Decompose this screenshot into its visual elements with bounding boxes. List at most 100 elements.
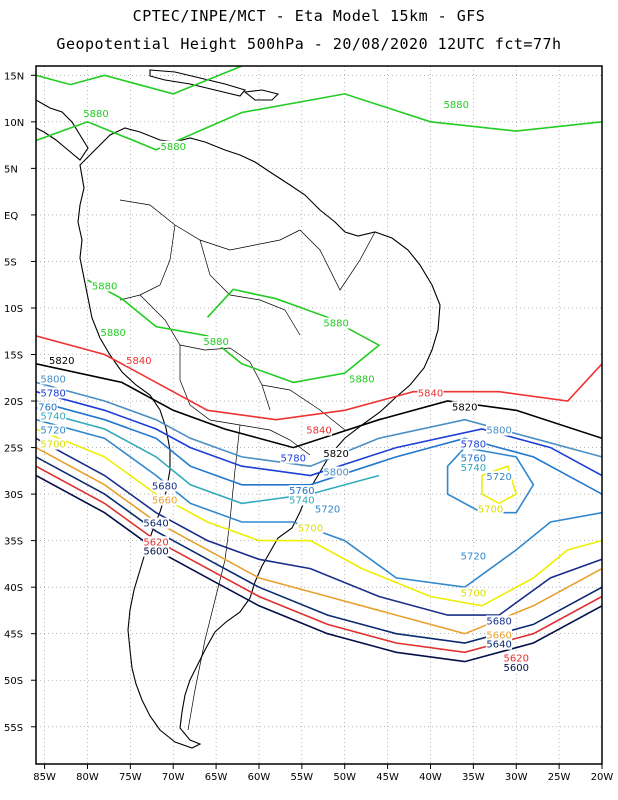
contour-label: 5640 [486, 640, 511, 651]
contour-label-bg [451, 66, 478, 68]
isoline-5820 [36, 363, 602, 449]
contour-label-bg [160, 140, 187, 152]
isoline-5880 [36, 66, 243, 95]
contour-label: 5760 [32, 402, 57, 413]
contour-label-bg [460, 550, 487, 562]
contour-label-bg [486, 471, 513, 483]
lat-tick-label: 5N [4, 164, 18, 175]
contour-label-bg [460, 461, 487, 473]
contour-label: 5740 [40, 412, 65, 423]
contour-label-bg [151, 480, 178, 492]
contour-label-bg [48, 354, 75, 366]
lat-tick-label: 50S [4, 676, 23, 687]
contour-label-bg [460, 438, 487, 450]
contour-label-bg [203, 336, 230, 348]
contour-label-bg [451, 401, 478, 413]
lat-tick-label: 15S [4, 351, 23, 362]
contour-label: 5700 [298, 523, 323, 534]
contour-label: 5600 [504, 663, 529, 674]
contour-label-bg [486, 629, 513, 641]
contour-label-bg [486, 638, 513, 650]
contour-label-bg [477, 503, 504, 515]
contour-label: 5680 [152, 481, 177, 492]
isoline-5800 [36, 381, 602, 468]
lon-tick-label: 35W [462, 772, 485, 783]
isoline-5680 [36, 437, 602, 616]
contour-label-bg [314, 503, 341, 515]
contour-label-bg [297, 522, 324, 534]
isoline-5760 [36, 400, 602, 495]
contour-label: 5880 [203, 337, 228, 348]
contour-label: 5880 [83, 109, 108, 120]
lat-tick-label: 5S [4, 257, 17, 268]
lon-tick-label: 85W [33, 772, 56, 783]
lat-tick-label: 45S [4, 630, 23, 641]
hispaniola-coast [243, 89, 280, 101]
isoline-5880 [87, 279, 381, 384]
central-america-coast [36, 99, 89, 161]
contour-label: 5720 [461, 551, 486, 562]
lon-tick-label: 60W [248, 772, 271, 783]
isoline-5880 [36, 93, 602, 151]
contour-label-bg [417, 387, 444, 399]
contour-label: 5720 [486, 472, 511, 483]
isoline-5720 [36, 418, 602, 589]
contour-label-bg [143, 536, 170, 548]
lon-tick-label: 65W [205, 772, 228, 783]
contour-label-bg [91, 280, 118, 292]
contour-label: 5700 [461, 588, 486, 599]
contour-label-bg [151, 494, 178, 506]
contour-label: 5820 [323, 449, 348, 460]
contour-label-bg [288, 485, 315, 497]
cuba-coast [149, 69, 246, 97]
isoline-5700 [481, 465, 518, 505]
contour-label: 5880 [100, 328, 125, 339]
contour-label-bg [443, 98, 470, 110]
contour-label: 5800 [40, 374, 65, 385]
isoline-5600 [36, 474, 602, 663]
contour-label: 5740 [289, 495, 314, 506]
contour-label-bg [348, 373, 375, 385]
contour-label-bg [143, 517, 170, 529]
contour-label: 5600 [143, 547, 168, 558]
lat-tick-label: 20S [4, 397, 23, 408]
contour-label: 5880 [452, 58, 477, 69]
contour-label-bg [503, 652, 530, 664]
contour-label-bg [83, 108, 110, 120]
contour-label: 5620 [143, 537, 168, 548]
contour-label-bg [40, 438, 67, 450]
contour-label: 5660 [152, 495, 177, 506]
contour-label: 5840 [126, 356, 151, 367]
title-line-2: Geopotential Height 500hPa - 20/08/2020 … [56, 35, 562, 53]
contour-label-bg [503, 661, 530, 673]
contour-label: 5780 [461, 440, 486, 451]
title-line-1: CPTEC/INPE/MCT - Eta Model 15km - GFS [132, 7, 486, 25]
contour-label: 5620 [504, 654, 529, 665]
contour-label: 5780 [40, 388, 65, 399]
contour-label: 5780 [281, 454, 306, 465]
contour-label-bg [323, 317, 350, 329]
contour-label-bg [486, 424, 513, 436]
country-borders [119, 199, 376, 731]
lon-tick-label: 40W [419, 772, 442, 783]
contour-label-bg [100, 326, 127, 338]
contour-label-bg [460, 587, 487, 599]
contour-label: 5680 [486, 616, 511, 627]
contour-label-bg [40, 387, 67, 399]
contour-label: 5720 [40, 426, 65, 437]
lat-tick-label: 10S [4, 304, 23, 315]
contour-label: 5840 [418, 388, 443, 399]
contour-label-bg [323, 447, 350, 459]
map-frame [35, 65, 603, 765]
contour-label: 5760 [289, 486, 314, 497]
lat-tick-label: 15N [4, 71, 24, 82]
lon-tick-label: 70W [162, 772, 185, 783]
lat-tick-label: EQ [4, 211, 18, 222]
south-america-coast [77, 127, 441, 749]
lon-tick-label: 55W [291, 772, 314, 783]
isoline-5840 [36, 335, 602, 421]
isoline-5700 [36, 428, 602, 607]
contour-label: 5740 [461, 463, 486, 474]
contour-label: 5720 [315, 505, 340, 516]
contour-label: 5880 [349, 374, 374, 385]
